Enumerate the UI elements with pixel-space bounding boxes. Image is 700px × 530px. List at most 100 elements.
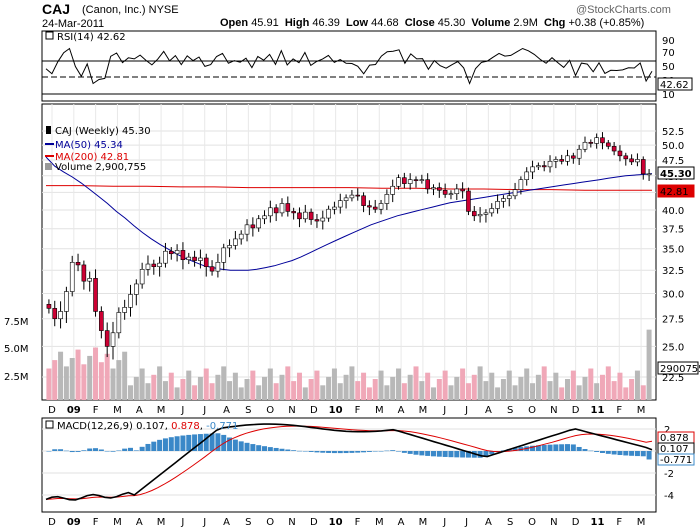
macd-hist-bar	[361, 451, 367, 453]
x-axis-label: M	[113, 517, 122, 528]
macd-hist-bar	[436, 451, 442, 457]
macd-hist-bar	[139, 446, 145, 451]
volume-bar	[407, 374, 413, 400]
volume-bar	[355, 381, 361, 400]
volume-bar	[174, 387, 180, 400]
ma50-line	[45, 156, 653, 271]
candle-body	[198, 257, 203, 261]
volume-bar	[133, 376, 139, 400]
candle-body	[64, 291, 69, 312]
macd-hist-bar	[314, 451, 320, 453]
ma200-value-label: 42.81	[660, 187, 689, 198]
macd-hist-bar	[291, 450, 297, 451]
rsi-value-label: 42.62	[660, 80, 689, 91]
volume-bar	[594, 383, 600, 400]
volume-bar	[221, 366, 227, 400]
candle-body	[279, 203, 285, 214]
macd-hist-bar	[512, 447, 518, 451]
x-axis-label: A	[398, 517, 405, 528]
macd-hist-bar	[384, 450, 390, 452]
candle-body	[320, 217, 326, 222]
volume-bar	[384, 385, 390, 400]
macd-hist-bar	[69, 451, 75, 453]
rsi-frame	[41, 30, 657, 102]
candle-body	[541, 165, 547, 168]
volume-bar	[186, 370, 192, 400]
macd-hist-bar	[547, 444, 553, 451]
macd-hist-bar	[186, 434, 192, 451]
macd-hist-bar	[192, 434, 198, 451]
high-label: High	[284, 17, 310, 29]
macd-hist-bar	[401, 451, 407, 453]
volume-bar	[541, 366, 547, 400]
volume-bar	[98, 362, 104, 400]
candle-body	[536, 165, 541, 168]
candle-body	[611, 146, 617, 152]
candle-body	[565, 155, 570, 162]
candle-body	[431, 187, 436, 190]
x-axis-label: A	[223, 517, 230, 528]
macd-hist-bar	[460, 451, 466, 458]
candle-body	[646, 173, 652, 176]
macd-hist-bar	[629, 451, 635, 456]
volume-bar	[116, 360, 122, 400]
macd-frame	[41, 417, 657, 513]
candle-body	[623, 155, 629, 160]
volume-bar	[267, 368, 273, 400]
quote-summary: Open 45.91 High 46.39 Low 44.68 Close 45…	[220, 17, 644, 29]
candle-body	[215, 262, 221, 272]
volume-bar	[430, 387, 436, 400]
candle-body	[640, 159, 646, 175]
candle-body	[110, 332, 116, 347]
macd-hist-bar	[617, 451, 623, 456]
candle-body	[192, 256, 197, 261]
macd-hist-bar	[180, 435, 186, 451]
volume-value-label: 2900755	[660, 364, 700, 375]
volume-bar	[413, 366, 419, 400]
candle-body	[524, 171, 530, 180]
volume-bar	[139, 368, 145, 400]
candle-body	[372, 206, 378, 210]
chg-label: Chg	[544, 17, 566, 29]
candle-body	[163, 250, 168, 264]
candle-body	[268, 207, 273, 217]
candle-body	[437, 187, 442, 191]
candle-body	[99, 311, 104, 331]
price-panel: 52.550.047.545.042.540.037.535.032.530.0…	[4, 103, 700, 401]
volume-bar	[192, 385, 198, 400]
candle-body	[227, 245, 232, 249]
volume-bar	[471, 374, 477, 400]
x-axis-label: S	[507, 405, 513, 416]
candle-body	[273, 207, 279, 214]
candle-body	[617, 150, 623, 157]
macd-tick-label: 2	[664, 425, 670, 436]
macd-hist-bar	[308, 451, 314, 452]
candle-body	[69, 262, 75, 292]
macd-hist-bar	[413, 451, 419, 455]
volume-bar	[361, 372, 367, 400]
x-axis-top: D 09 F M A M J J A S O N D 10 F M A M J J A S O N D 11 F M	[48, 405, 645, 416]
volume-bar	[565, 379, 571, 400]
macd-hist-bar	[122, 448, 128, 451]
macd-hist-bar	[430, 451, 436, 457]
macd-hist-bar	[489, 451, 495, 455]
macd-hist-bar	[133, 450, 139, 451]
volume-axis: 7.5M 5.0M 2.5M	[4, 317, 29, 383]
macd-hist-bar	[209, 433, 215, 451]
candle-body	[250, 224, 256, 229]
rsi-tick-label: 10	[662, 90, 675, 101]
volume-bar	[495, 387, 501, 400]
chart-date: 24-Mar-2011	[42, 18, 105, 30]
x-axis-label: O	[266, 517, 274, 528]
x-axis-label: 09	[67, 405, 81, 416]
macd-legend-hist: -0.771	[206, 421, 238, 432]
macd-hist-bar	[646, 451, 652, 460]
rsi-panel: 9070503010 RSI(14) 42.62 42.62	[41, 30, 693, 102]
volume-bar	[127, 385, 133, 400]
candle-body	[180, 250, 186, 261]
volume-bar	[646, 329, 652, 400]
candle-body	[378, 203, 384, 210]
macd-hist-bar	[594, 451, 600, 452]
candle-body	[512, 189, 518, 197]
